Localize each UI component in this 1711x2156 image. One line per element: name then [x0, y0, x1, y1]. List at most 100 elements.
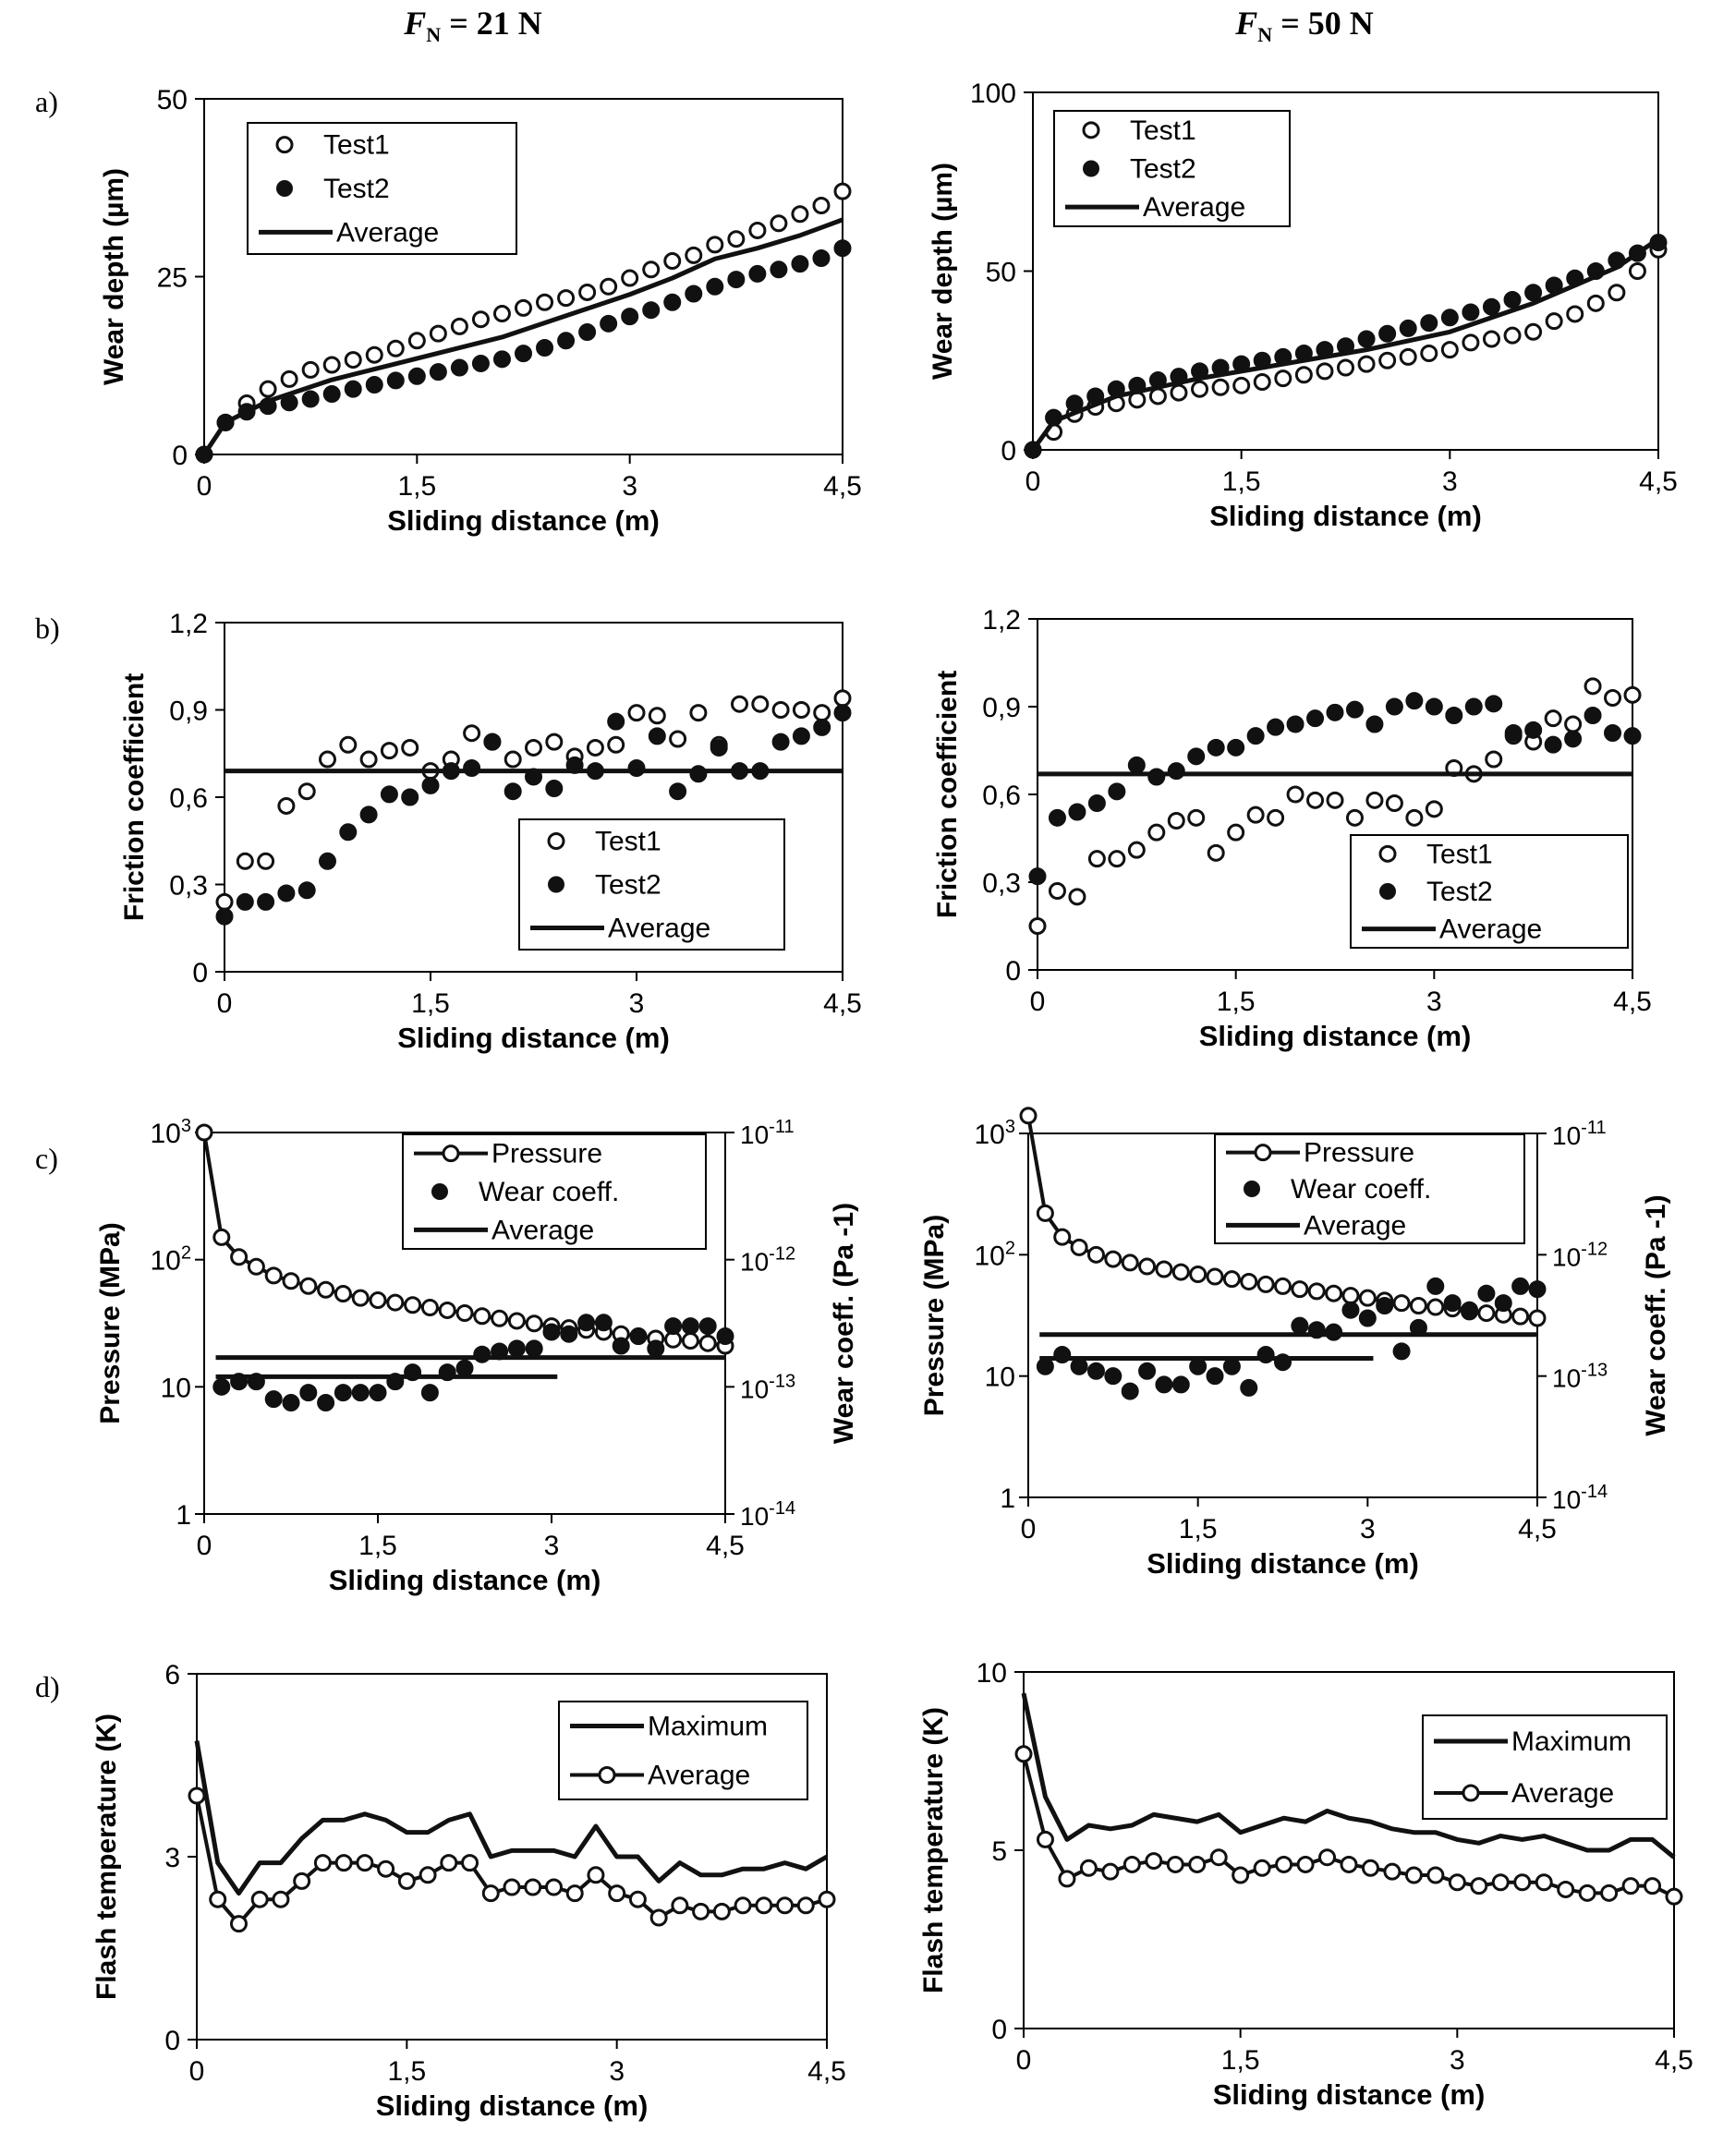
data-point: [1477, 1284, 1496, 1302]
series-maximum: [194, 1740, 829, 1896]
legend-label: Average: [1143, 192, 1245, 223]
data-point: [689, 765, 708, 783]
data-point: [215, 892, 234, 911]
y-tick-label: 0,6: [169, 783, 208, 814]
data-point: [344, 351, 362, 369]
series-wear-coeff-: [212, 1314, 734, 1412]
data-point: [681, 1317, 699, 1336]
legend-item: Wear coeff.: [431, 1177, 619, 1207]
data-point: [212, 1377, 231, 1396]
data-point: [607, 712, 625, 731]
y-tick-label: 102: [151, 1243, 192, 1277]
column-title-left-symbol: F: [404, 5, 427, 42]
row-label-c: c): [35, 1142, 58, 1175]
data-point: [380, 785, 398, 804]
x-tick-label: 1,5: [397, 471, 436, 502]
data-point: [209, 1890, 227, 1908]
data-point: [792, 727, 810, 745]
legend-label: Test1: [323, 130, 390, 161]
chart-d-right: 0 1,5 3 4,5 Sliding distance (m) 0 5 10 Flash te…: [918, 1658, 1693, 2111]
data-point: [1462, 303, 1480, 321]
column-title-left: FN = 21 N: [288, 4, 658, 47]
data-point: [1189, 1265, 1207, 1283]
row-label-d: d): [35, 1670, 60, 1703]
chart-a-left: 0 1,5 3 4,5 Sliding distance (m) 0 25 50 Wear de…: [99, 85, 862, 537]
legend-marker: [1254, 1144, 1272, 1162]
data-point: [1170, 383, 1188, 402]
data-point: [259, 380, 277, 398]
y-tick-label: 1: [176, 1500, 191, 1531]
data-point: [1253, 372, 1271, 391]
data-point: [818, 1890, 836, 1908]
data-point: [293, 1871, 311, 1890]
x-tick-label: 4,5: [807, 2056, 846, 2087]
data-point: [491, 1309, 509, 1327]
data-point: [407, 332, 426, 350]
y-tick-label: 25: [157, 263, 188, 294]
data-point: [833, 689, 852, 708]
x-tick-label: 0: [197, 471, 212, 502]
data-point: [297, 881, 316, 900]
data-point: [1600, 1883, 1619, 1902]
series-line: [195, 1795, 828, 1926]
data-point: [1440, 341, 1459, 359]
y2-tick-label: 10-12: [740, 1244, 795, 1277]
data-point: [1048, 882, 1066, 900]
data-point: [1399, 319, 1417, 337]
data-point: [1155, 1260, 1173, 1278]
data-point: [250, 1890, 269, 1908]
chart-c-left: 0 1,5 3 4,5 Sliding distance (m) 1 10 102 103 Pre…: [95, 1116, 859, 1596]
data-point: [671, 1896, 689, 1915]
data-point: [1584, 677, 1602, 696]
data-point: [1267, 718, 1285, 736]
x-tick-label: 3: [1426, 987, 1442, 1017]
legend-label: Wear coeff.: [1291, 1174, 1431, 1205]
legend-item: Test1: [1082, 115, 1196, 146]
y-tick-label: 100: [970, 79, 1016, 109]
data-point: [1608, 284, 1626, 302]
data-point: [1357, 355, 1376, 373]
data-point: [771, 733, 790, 751]
y2-tick-label: 10-11: [1552, 1118, 1607, 1150]
data-point: [627, 759, 646, 777]
x-tick-label: 4,5: [1518, 1514, 1557, 1544]
data-point: [524, 1878, 542, 1896]
data-point: [236, 892, 254, 911]
y-tick-label: 1,2: [169, 609, 208, 639]
legend-label: Test1: [1130, 115, 1196, 146]
data-point: [322, 356, 341, 374]
data-point: [1325, 1323, 1343, 1341]
data-point: [1461, 1301, 1479, 1319]
data-point: [716, 1327, 734, 1346]
data-point: [1358, 1289, 1377, 1307]
data-point: [1155, 1375, 1173, 1394]
legend-marker: [1379, 883, 1396, 900]
y-tick-label: 103: [975, 1117, 1016, 1150]
legend-label: Average: [608, 914, 710, 944]
data-point: [429, 324, 447, 343]
legend-marker: [442, 1145, 460, 1163]
data-point: [334, 1854, 353, 1872]
data-point: [504, 782, 522, 801]
data-point: [1425, 800, 1443, 818]
data-point: [229, 1915, 248, 1933]
data-point: [1425, 697, 1443, 716]
data-point: [1405, 692, 1424, 710]
y-tick-label: 3: [164, 1843, 180, 1873]
data-point: [1376, 1297, 1394, 1315]
series-line: [194, 1740, 829, 1896]
data-point: [1623, 685, 1642, 704]
data-point: [600, 314, 618, 333]
x-tick-label: 3: [629, 988, 645, 1019]
data-point: [578, 283, 597, 301]
data-point: [776, 1896, 795, 1915]
x-tick-label: 0: [189, 2056, 205, 2087]
data-point: [236, 852, 254, 870]
data-point: [1036, 1830, 1054, 1848]
data-point: [1240, 1272, 1258, 1290]
data-point: [1294, 366, 1313, 384]
legend-item: Maximum: [570, 1712, 768, 1742]
data-point: [1399, 347, 1417, 366]
legend-item: Average: [1362, 914, 1542, 945]
data-point: [748, 264, 767, 283]
